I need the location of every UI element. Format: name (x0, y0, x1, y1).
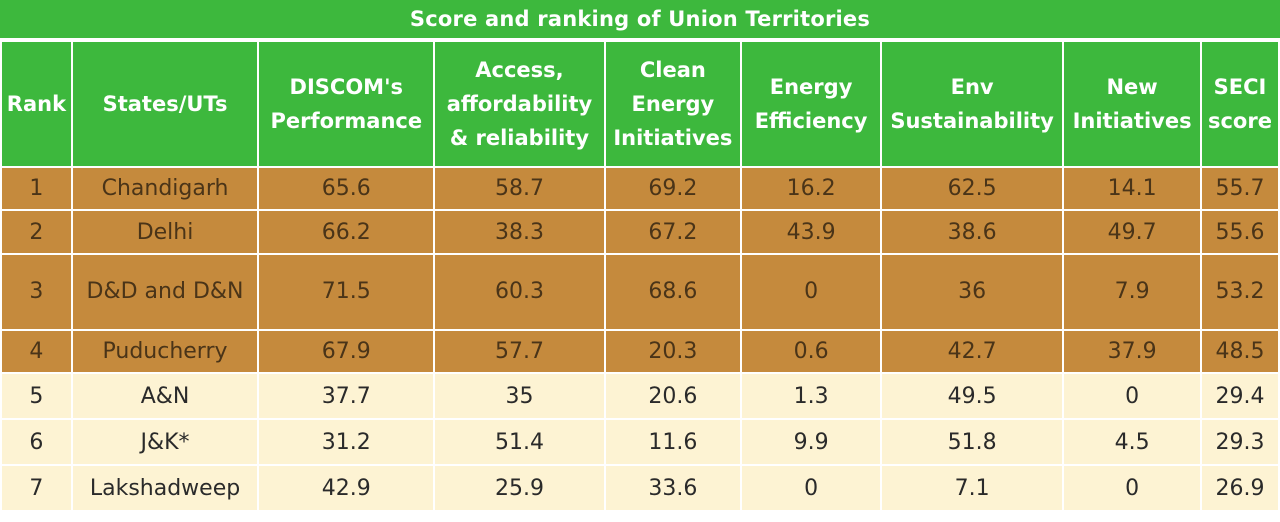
header-clean-energy: Clean Energy Initiatives (605, 42, 741, 166)
env-cell: 38.6 (881, 211, 1063, 253)
table-title: Score and ranking of Union Territories (0, 0, 1280, 38)
header-states-uts: States/UTs (72, 42, 258, 166)
seci-cell: 55.7 (1201, 168, 1278, 209)
rank-cell: 5 (2, 374, 71, 418)
efficiency-cell: 16.2 (742, 168, 880, 209)
header-discom-performance: DISCOM's Performance (259, 42, 434, 166)
ut-name-cell: A&N (72, 374, 258, 418)
ut-name-cell: D&D and D&N (72, 255, 258, 329)
clean-energy-cell: 33.6 (605, 466, 741, 510)
new-initiatives-cell: 0 (1064, 374, 1200, 418)
header-seci-score: SECI score (1201, 42, 1278, 166)
seci-cell: 55.6 (1201, 211, 1278, 253)
discom-cell: 65.6 (259, 168, 434, 209)
rank-cell: 2 (2, 211, 71, 253)
env-cell: 49.5 (881, 374, 1063, 418)
access-cell: 25.9 (435, 466, 604, 510)
access-cell: 57.7 (435, 331, 604, 372)
ut-name-cell: Lakshadweep (72, 466, 258, 510)
clean-energy-cell: 67.2 (605, 211, 741, 253)
rank-cell: 1 (2, 168, 71, 209)
ut-score-table: Rank States/UTs DISCOM's Performance Acc… (0, 40, 1280, 512)
clean-energy-cell: 11.6 (605, 420, 741, 464)
access-cell: 60.3 (435, 255, 604, 329)
access-cell: 58.7 (435, 168, 604, 209)
header-rank: Rank (2, 42, 71, 166)
table-row: 5 A&N 37.7 35 20.6 1.3 49.5 0 29.4 (2, 374, 1278, 418)
efficiency-cell: 43.9 (742, 211, 880, 253)
efficiency-cell: 0 (742, 466, 880, 510)
clean-energy-cell: 20.6 (605, 374, 741, 418)
ut-name-cell: Chandigarh (72, 168, 258, 209)
new-initiatives-cell: 14.1 (1064, 168, 1200, 209)
env-cell: 62.5 (881, 168, 1063, 209)
header-access-affordability: Access, affordability & reliability (435, 42, 604, 166)
table-row: 7 Lakshadweep 42.9 25.9 33.6 0 7.1 0 26.… (2, 466, 1278, 510)
new-initiatives-cell: 37.9 (1064, 331, 1200, 372)
clean-energy-cell: 69.2 (605, 168, 741, 209)
rank-cell: 7 (2, 466, 71, 510)
new-initiatives-cell: 0 (1064, 466, 1200, 510)
env-cell: 36 (881, 255, 1063, 329)
efficiency-cell: 9.9 (742, 420, 880, 464)
new-initiatives-cell: 7.9 (1064, 255, 1200, 329)
access-cell: 51.4 (435, 420, 604, 464)
header-new-initiatives: New Initiatives (1064, 42, 1200, 166)
discom-cell: 66.2 (259, 211, 434, 253)
access-cell: 38.3 (435, 211, 604, 253)
seci-cell: 29.3 (1201, 420, 1278, 464)
table-row: 6 J&K* 31.2 51.4 11.6 9.9 51.8 4.5 29.3 (2, 420, 1278, 464)
header-energy-efficiency: Energy Efficiency (742, 42, 880, 166)
ut-name-cell: Puducherry (72, 331, 258, 372)
rank-cell: 3 (2, 255, 71, 329)
header-row: Rank States/UTs DISCOM's Performance Acc… (2, 42, 1278, 166)
seci-cell: 48.5 (1201, 331, 1278, 372)
seci-cell: 29.4 (1201, 374, 1278, 418)
discom-cell: 67.9 (259, 331, 434, 372)
efficiency-cell: 1.3 (742, 374, 880, 418)
ut-name-cell: Delhi (72, 211, 258, 253)
clean-energy-cell: 68.6 (605, 255, 741, 329)
env-cell: 51.8 (881, 420, 1063, 464)
seci-cell: 53.2 (1201, 255, 1278, 329)
new-initiatives-cell: 4.5 (1064, 420, 1200, 464)
discom-cell: 37.7 (259, 374, 434, 418)
seci-cell: 26.9 (1201, 466, 1278, 510)
efficiency-cell: 0.6 (742, 331, 880, 372)
discom-cell: 71.5 (259, 255, 434, 329)
header-env-sustainability: Env Sustainability (881, 42, 1063, 166)
discom-cell: 42.9 (259, 466, 434, 510)
table-row: 2 Delhi 66.2 38.3 67.2 43.9 38.6 49.7 55… (2, 211, 1278, 253)
new-initiatives-cell: 49.7 (1064, 211, 1200, 253)
discom-cell: 31.2 (259, 420, 434, 464)
table-row: 3 D&D and D&N 71.5 60.3 68.6 0 36 7.9 53… (2, 255, 1278, 329)
rank-cell: 4 (2, 331, 71, 372)
env-cell: 42.7 (881, 331, 1063, 372)
env-cell: 7.1 (881, 466, 1063, 510)
clean-energy-cell: 20.3 (605, 331, 741, 372)
rank-cell: 6 (2, 420, 71, 464)
access-cell: 35 (435, 374, 604, 418)
efficiency-cell: 0 (742, 255, 880, 329)
table-row: 1 Chandigarh 65.6 58.7 69.2 16.2 62.5 14… (2, 168, 1278, 209)
ut-name-cell: J&K* (72, 420, 258, 464)
table-row: 4 Puducherry 67.9 57.7 20.3 0.6 42.7 37.… (2, 331, 1278, 372)
